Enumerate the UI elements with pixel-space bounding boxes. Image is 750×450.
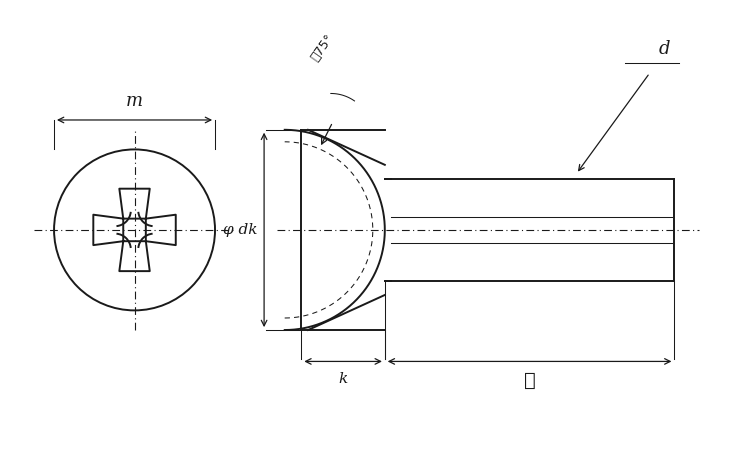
Text: k: k	[338, 372, 348, 386]
Text: m: m	[126, 92, 143, 110]
Text: d: d	[658, 40, 670, 58]
Text: ℓ: ℓ	[524, 372, 536, 390]
Text: 約75°: 約75°	[308, 32, 336, 64]
Text: φ dk: φ dk	[223, 223, 257, 237]
